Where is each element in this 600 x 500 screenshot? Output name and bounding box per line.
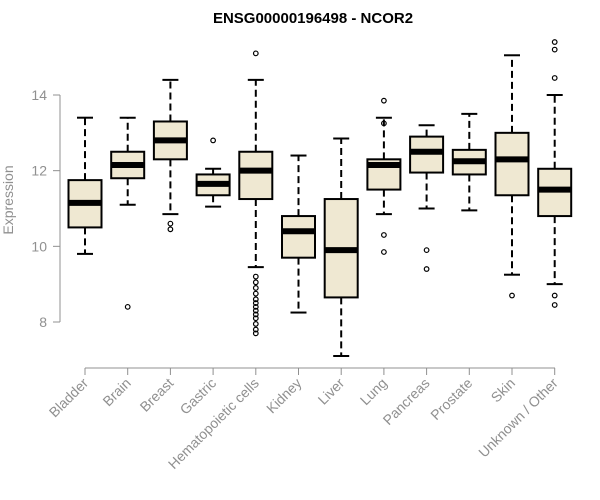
outlier-point bbox=[381, 249, 387, 255]
box-iqr bbox=[238, 150, 274, 201]
outlier-point bbox=[167, 226, 174, 233]
outlier-point bbox=[551, 75, 558, 81]
outlier-point bbox=[551, 39, 558, 45]
outlier-point bbox=[551, 46, 558, 53]
box-group bbox=[494, 54, 530, 299]
x-tick-label: Kidney bbox=[263, 375, 305, 417]
outlier-point bbox=[381, 97, 387, 104]
box-iqr bbox=[281, 215, 316, 259]
x-tick-label: Prostate bbox=[427, 375, 475, 423]
x-tick-label: Lung bbox=[357, 375, 390, 408]
plot-area bbox=[67, 39, 573, 358]
box-group bbox=[152, 78, 188, 233]
outlier-point bbox=[252, 315, 259, 322]
outlier-point bbox=[551, 292, 558, 299]
x-tick-label: Pancreas bbox=[380, 375, 433, 428]
outlier-point bbox=[423, 266, 430, 272]
outlier-point bbox=[551, 302, 558, 308]
outlier-point bbox=[167, 220, 174, 227]
box-group bbox=[366, 97, 402, 255]
y-tick-label: 8 bbox=[39, 314, 47, 330]
x-tick-label: Liver bbox=[315, 375, 348, 408]
outlier-point bbox=[252, 307, 259, 314]
outlier-point bbox=[252, 50, 259, 57]
outlier-point bbox=[210, 137, 217, 144]
outlier-point bbox=[252, 311, 259, 318]
y-axis-label: Expression bbox=[0, 165, 16, 234]
outlier-point bbox=[252, 285, 259, 291]
y-ticks: 8 10 12 14 bbox=[31, 87, 60, 330]
outlier-point bbox=[423, 247, 430, 254]
x-tick-label: Unknown / Other bbox=[475, 375, 561, 461]
x-tick-label: Breast bbox=[137, 375, 177, 415]
box-group bbox=[238, 50, 274, 337]
box-group bbox=[195, 137, 231, 208]
x-tick-label: Bladder bbox=[46, 375, 92, 421]
box-group bbox=[281, 154, 316, 314]
box-iqr bbox=[494, 131, 530, 197]
outlier-point bbox=[124, 303, 131, 310]
outlier-point bbox=[252, 300, 259, 306]
outlier-point bbox=[252, 326, 259, 333]
outlier-point bbox=[509, 292, 515, 299]
x-tick-label: Skin bbox=[488, 375, 519, 406]
outlier-point bbox=[252, 320, 259, 327]
outlier-point bbox=[252, 290, 259, 297]
box-group bbox=[451, 112, 487, 212]
box-group bbox=[110, 116, 146, 310]
outlier-point bbox=[252, 296, 259, 303]
outlier-point bbox=[252, 279, 259, 286]
outlier-point bbox=[381, 120, 387, 127]
outlier-point bbox=[252, 303, 259, 310]
x-tick-label: Brain bbox=[99, 375, 133, 409]
box-group bbox=[323, 137, 359, 358]
box-group bbox=[537, 39, 573, 308]
box-group bbox=[67, 116, 103, 255]
outlier-point bbox=[381, 232, 387, 238]
chart-title: ENSG00000196498 - NCOR2 bbox=[213, 10, 413, 27]
outlier-point bbox=[252, 330, 259, 337]
outlier-point bbox=[252, 273, 259, 280]
y-tick-label: 10 bbox=[31, 238, 47, 254]
y-tick-label: 12 bbox=[31, 163, 47, 179]
y-tick-label: 14 bbox=[31, 87, 47, 103]
box-group bbox=[409, 124, 445, 272]
x-tick-label: Gastric bbox=[177, 375, 220, 418]
